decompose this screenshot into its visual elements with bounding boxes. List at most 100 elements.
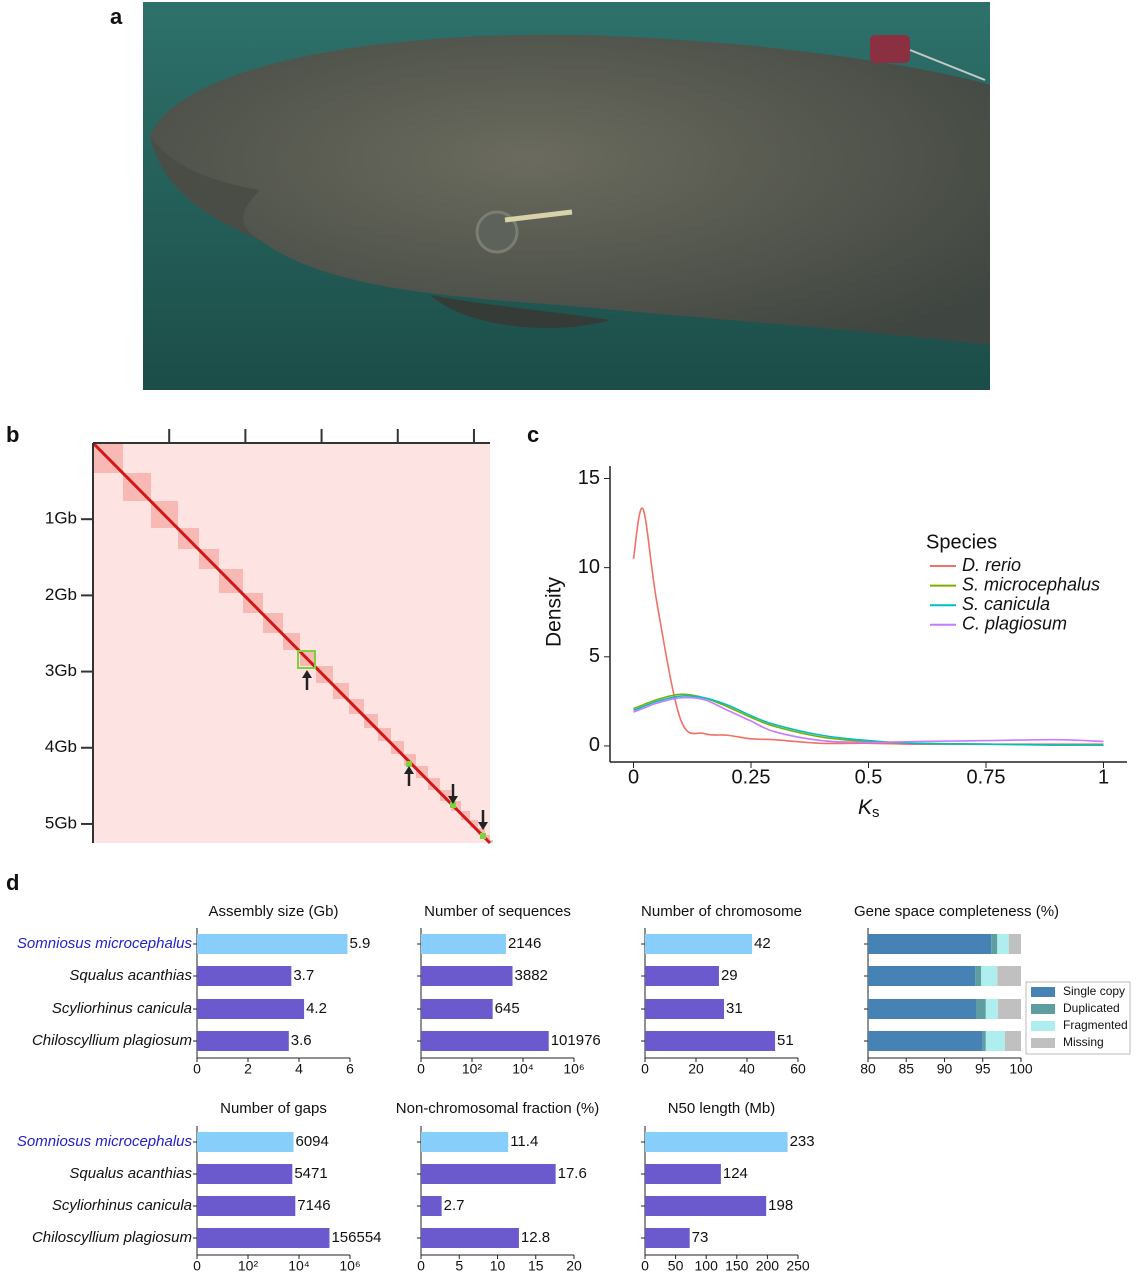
value-label: 3.6	[291, 1032, 312, 1049]
value-label: 6094	[296, 1133, 329, 1150]
bar	[197, 1132, 294, 1152]
y-tick-label: 5	[589, 645, 600, 667]
bar	[421, 966, 513, 986]
x-tick-label: 10⁶	[339, 1258, 360, 1274]
highlight-box	[297, 650, 316, 669]
arrow-head	[404, 766, 414, 774]
value-label: 29	[721, 967, 738, 984]
bar-segment	[1008, 934, 1021, 954]
category-label: Squalus acanthias	[69, 967, 192, 984]
x-tick-label: 6	[346, 1061, 354, 1077]
x-tick-label: 0	[417, 1061, 425, 1077]
y-tick-label: 3Gb	[45, 661, 77, 680]
value-label: 2146	[508, 935, 541, 952]
bar-segment	[997, 966, 1021, 986]
bar-segment	[981, 966, 998, 986]
panel-label: c	[527, 422, 539, 447]
hic-block	[416, 766, 428, 778]
bar-segment	[868, 999, 977, 1019]
value-label: 12.8	[521, 1229, 550, 1246]
bar	[197, 1228, 330, 1248]
panel-label: a	[110, 4, 123, 29]
highlight-box	[450, 802, 456, 808]
x-axis-title-main: K	[858, 796, 873, 819]
value-label: 645	[495, 1000, 520, 1017]
bar-segment	[998, 999, 1021, 1019]
bar-segment	[975, 966, 982, 986]
hic-block	[428, 778, 440, 790]
hic-map: 1Gb 2Gb 3Gb 4Gb 5Gb	[45, 429, 493, 845]
bar-segment	[985, 999, 999, 1019]
bar	[197, 966, 292, 986]
x-tick-label: 20	[566, 1258, 582, 1274]
x-tick-label: 100	[695, 1258, 719, 1274]
hic-block	[378, 728, 391, 741]
arrow-head	[302, 670, 312, 678]
category-label: Scyliorhinus canicula	[52, 1000, 192, 1017]
value-label: 156554	[331, 1229, 381, 1246]
value-label: 17.6	[558, 1165, 587, 1182]
bar	[197, 1196, 296, 1216]
bar	[421, 1031, 549, 1051]
y-tick-label: 0	[589, 734, 600, 756]
x-tick-label: 10⁴	[288, 1258, 310, 1274]
bar	[645, 1132, 788, 1152]
x-tick-label: 0	[641, 1061, 649, 1077]
hic-block	[440, 790, 451, 801]
bar	[645, 934, 753, 954]
bar-segment	[991, 934, 998, 954]
legend-swatch	[1031, 1021, 1055, 1031]
category-label: Chiloscyllium plagiosum	[32, 1032, 192, 1049]
bar-segment	[976, 999, 986, 1019]
legend-label: D. rerio	[962, 555, 1021, 575]
hic-block	[461, 811, 470, 820]
subplot-title: Number of chromosome	[641, 903, 802, 920]
legend-label: S. microcephalus	[962, 574, 1100, 594]
value-label: 42	[754, 935, 771, 952]
subplot-title: Non-chromosomal fraction (%)	[396, 1100, 599, 1117]
x-tick-label: 5	[455, 1258, 463, 1274]
legend-label: C. plagiosum	[962, 614, 1067, 634]
hic-block	[485, 835, 490, 840]
x-tick-label: 90	[937, 1061, 953, 1077]
x-tick-label: 20	[688, 1061, 704, 1077]
hic-block	[490, 840, 493, 843]
category-label: Somniosus microcephalus	[17, 935, 193, 952]
x-tick-label: 10	[490, 1258, 506, 1274]
category-label: Scyliorhinus canicula	[52, 1197, 192, 1214]
legend-swatch	[1031, 1004, 1055, 1014]
x-tick-label: 0	[193, 1258, 201, 1274]
value-label: 11.4	[510, 1133, 538, 1150]
category-label: Somniosus microcephalus	[17, 1133, 193, 1150]
x-tick-label: 0	[641, 1258, 649, 1274]
value-label: 124	[723, 1165, 748, 1182]
bar	[197, 934, 348, 954]
value-label: 198	[768, 1197, 793, 1214]
bar-segment	[868, 934, 992, 954]
y-tick-label: 10	[578, 556, 600, 578]
bar	[645, 1031, 776, 1051]
arrow-head	[478, 822, 488, 830]
x-tick-label: 60	[790, 1061, 806, 1077]
value-label: 233	[790, 1133, 815, 1150]
x-tick-label: 15	[528, 1258, 544, 1274]
subplot-title: Gene space completeness (%)	[854, 903, 1059, 920]
bar	[645, 999, 725, 1019]
bar-segment	[868, 966, 976, 986]
x-tick-label: 100	[1009, 1061, 1033, 1077]
subplot-title: N50 length (Mb)	[668, 1100, 776, 1117]
y-axis-title: Density	[543, 576, 566, 647]
x-tick-label: 40	[739, 1061, 755, 1077]
y-tick-label: 5Gb	[45, 813, 77, 832]
value-label: 3882	[515, 967, 548, 984]
subplot-title: Assembly size (Gb)	[208, 903, 338, 920]
subplot-title: Number of gaps	[220, 1100, 327, 1117]
x-tick-label: 150	[725, 1258, 749, 1274]
bar	[421, 934, 506, 954]
y-tick-label: 4Gb	[45, 737, 77, 756]
panel-label: d	[6, 870, 19, 895]
bar	[421, 1228, 519, 1248]
x-tick-label: 10⁴	[512, 1061, 534, 1077]
density-line	[633, 695, 1104, 746]
value-label: 31	[726, 1000, 743, 1017]
